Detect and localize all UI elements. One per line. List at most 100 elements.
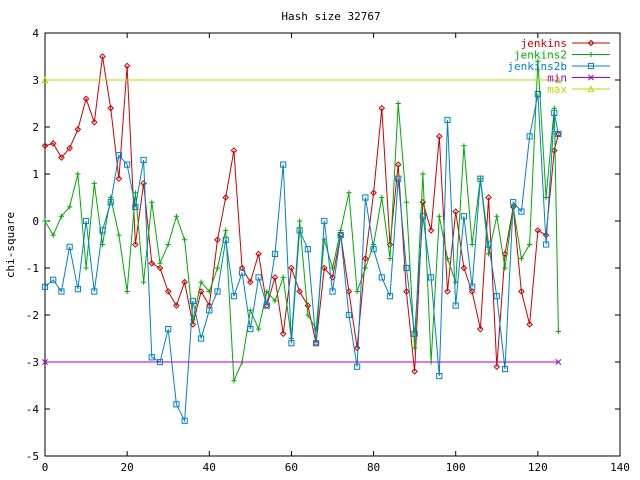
data-point-jenkins: [304, 302, 312, 309]
data-point-jenkins2: [444, 256, 451, 262]
data-point-jenkins2b: [526, 133, 533, 140]
data-point-jenkins2b: [58, 288, 65, 295]
y-tick-label: 3: [32, 74, 39, 87]
data-point-jenkins: [132, 241, 139, 248]
y-tick-label: -2: [26, 309, 39, 322]
data-point-jenkins: [214, 236, 221, 244]
data-point-jenkins: [427, 227, 435, 234]
y-tick-label: 4: [32, 27, 39, 40]
series-jenkins2: [42, 58, 561, 384]
data-point-jenkins2b: [354, 363, 361, 370]
data-point-jenkins2b: [411, 330, 418, 337]
data-point-jenkins2: [116, 232, 122, 238]
legend-label-jenkins2b: jenkins2b: [507, 60, 567, 73]
y-tick-label: -3: [26, 356, 39, 369]
data-point-jenkins2b: [419, 213, 426, 220]
data-point-jenkins2b: [165, 326, 172, 333]
data-point-jenkins: [115, 175, 123, 183]
data-point-min: [42, 359, 48, 365]
data-point-jenkins: [288, 264, 295, 272]
data-point-jenkins2: [149, 199, 155, 205]
data-point-jenkins: [99, 53, 106, 60]
legend-marker-jenkins: [587, 39, 595, 47]
legend-label-max: max: [547, 83, 567, 96]
data-point-jenkins2b: [444, 116, 451, 124]
data-point-jenkins: [378, 104, 386, 112]
data-point-jenkins: [247, 278, 254, 286]
data-point-jenkins: [271, 274, 279, 281]
data-point-jenkins2: [535, 58, 541, 64]
data-point-jenkins: [526, 321, 533, 328]
data-point-jenkins2: [420, 171, 426, 177]
data-point-jenkins2: [58, 213, 65, 219]
data-point-jenkins: [58, 154, 65, 161]
data-point-jenkins2b: [337, 232, 344, 239]
data-point-jenkins2: [354, 288, 360, 295]
data-point-jenkins2: [494, 213, 500, 219]
data-point-jenkins: [403, 288, 410, 295]
data-point-jenkins2b: [66, 243, 73, 250]
data-point-jenkins2: [297, 218, 303, 224]
data-point-jenkins2b: [41, 283, 49, 290]
data-point-jenkins: [345, 288, 353, 295]
x-tick-label: 140: [610, 461, 630, 474]
x-tick-label: 120: [528, 461, 548, 474]
data-point-jenkins2b: [132, 203, 139, 211]
data-point-jenkins2b: [362, 194, 369, 201]
data-point-jenkins2: [346, 190, 352, 196]
legend-marker-max: [587, 85, 595, 93]
data-point-jenkins2: [412, 345, 418, 351]
data-point-jenkins2: [231, 378, 237, 384]
data-point-jenkins2b: [395, 175, 402, 182]
data-point-jenkins2b: [321, 217, 328, 225]
data-point-jenkins: [485, 194, 492, 201]
data-point-jenkins2b: [477, 175, 484, 182]
x-tick-label: 40: [203, 461, 216, 474]
x-tick-label: 80: [367, 461, 380, 474]
data-point-jenkins2b: [452, 302, 459, 309]
data-point-jenkins2b: [510, 199, 517, 206]
data-point-jenkins: [550, 147, 558, 154]
data-point-jenkins2: [83, 265, 89, 271]
series-line-jenkins2: [44, 61, 559, 381]
data-point-jenkins2b: [206, 307, 213, 314]
legend-label-min: min: [547, 72, 567, 85]
data-point-jenkins: [140, 180, 147, 187]
data-point-jenkins: [394, 161, 402, 168]
data-point-jenkins: [148, 259, 156, 267]
data-point-jenkins: [222, 194, 230, 201]
y-tick-label: 1: [32, 168, 39, 181]
data-point-jenkins2: [206, 288, 212, 295]
data-point-jenkins2b: [370, 246, 377, 253]
data-point-jenkins2b: [239, 269, 246, 276]
data-point-jenkins: [353, 344, 361, 352]
data-point-jenkins2b: [189, 297, 196, 304]
data-point-jenkins: [156, 264, 164, 272]
y-tick-label: -5: [26, 450, 39, 463]
series-jenkins2b: [41, 91, 562, 424]
data-point-jenkins2b: [173, 401, 180, 408]
data-point-jenkins2b: [542, 241, 550, 248]
data-point-jenkins2b: [551, 109, 558, 117]
series-jenkins: [41, 53, 562, 375]
data-point-min: [555, 359, 562, 365]
data-point-jenkins: [164, 288, 172, 295]
data-point-jenkins2b: [469, 283, 476, 290]
data-point-jenkins2: [469, 241, 475, 248]
data-point-jenkins2b: [271, 250, 279, 258]
data-point-jenkins2: [255, 326, 262, 332]
legend-marker-min: [588, 74, 594, 81]
data-point-jenkins2b: [288, 340, 295, 347]
data-point-jenkins2: [223, 227, 229, 233]
data-point-jenkins: [107, 104, 115, 112]
data-point-jenkins: [460, 264, 468, 272]
data-point-jenkins: [41, 142, 49, 150]
data-point-jenkins2b: [304, 246, 311, 253]
data-point-jenkins: [444, 288, 451, 295]
data-point-jenkins2: [67, 204, 73, 210]
data-point-jenkins2b: [214, 288, 221, 295]
data-point-jenkins2: [157, 260, 163, 266]
data-point-max: [41, 76, 49, 84]
data-point-jenkins2: [140, 279, 147, 285]
